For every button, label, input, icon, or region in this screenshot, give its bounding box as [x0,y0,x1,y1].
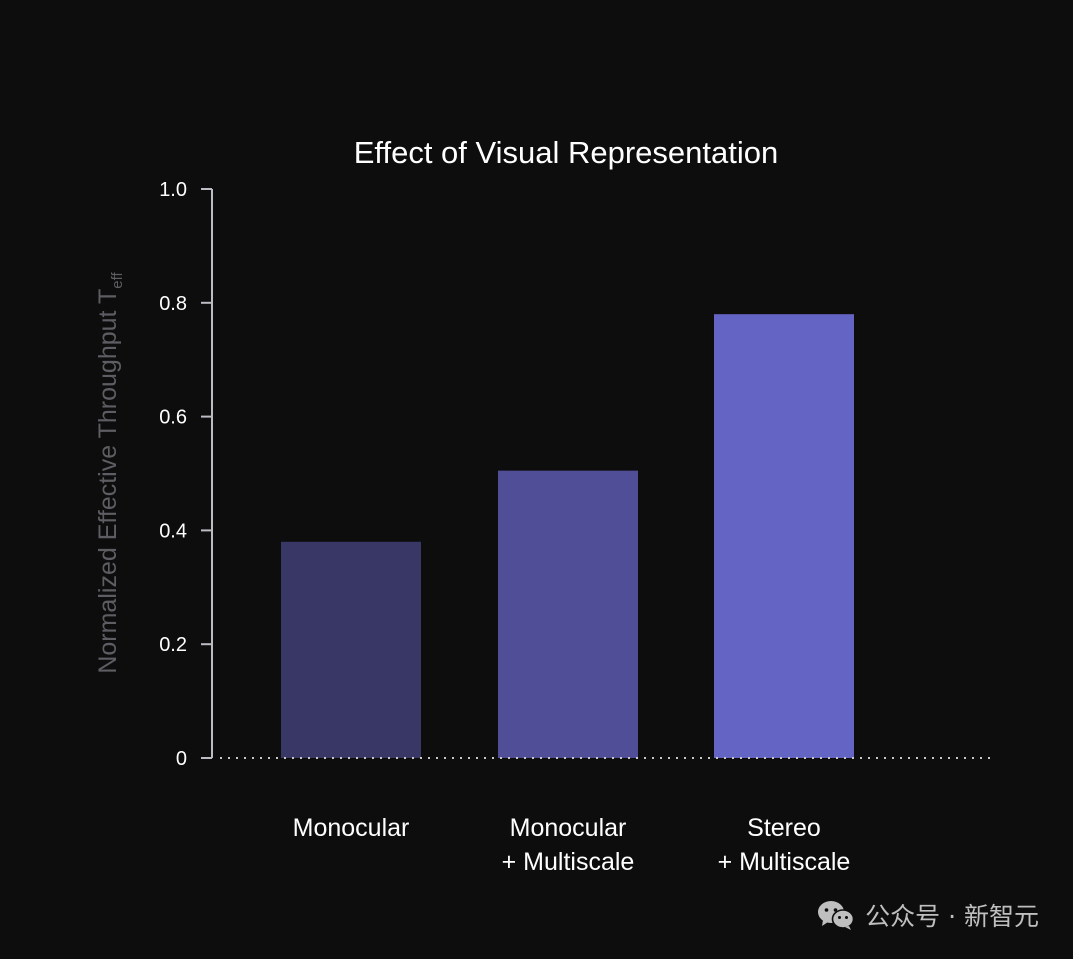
y-tick-label: 0.4 [159,520,187,542]
watermark: 公众号 · 新智元 [817,897,1039,933]
x-tick-label-line: + Multiscale [502,848,635,876]
x-tick-label-line: Monocular [510,814,627,842]
bar [714,314,854,758]
x-tick-label: Monocular [293,814,410,842]
y-axis-label-subscript: eff [109,271,126,288]
chart-title: Effect of Visual Representation [354,135,779,170]
y-tick-label: 0 [176,748,187,770]
x-tick-label-line: + Multiscale [718,848,851,876]
x-tick-label-line: Monocular [293,814,410,842]
x-axis-labels: Monocular Monocular + Multiscale Stereo + Mu… [293,814,851,876]
y-tick-label: 0.8 [159,293,187,315]
wechat-icon [818,901,855,930]
y-axis: 0 0.2 0.4 0.6 0.8 1.0 [159,179,213,770]
x-tick-label: Monocular + Multiscale [502,814,635,876]
bar [281,541,421,758]
watermark-text: 公众号 · 新智元 [865,902,1039,931]
bars [281,314,854,758]
bar [498,470,638,758]
x-tick-label-line: Stereo [747,814,821,842]
y-tick-label: 0.2 [159,634,187,656]
y-axis-label-main: Normalized Effective Throughput T [94,289,122,674]
y-tick-label: 0.6 [159,407,187,429]
y-axis-label: Normalized Effective Throughput Teff [94,271,126,673]
x-tick-label: Stereo + Multiscale [718,814,851,876]
y-tick-label: 1.0 [159,179,187,201]
